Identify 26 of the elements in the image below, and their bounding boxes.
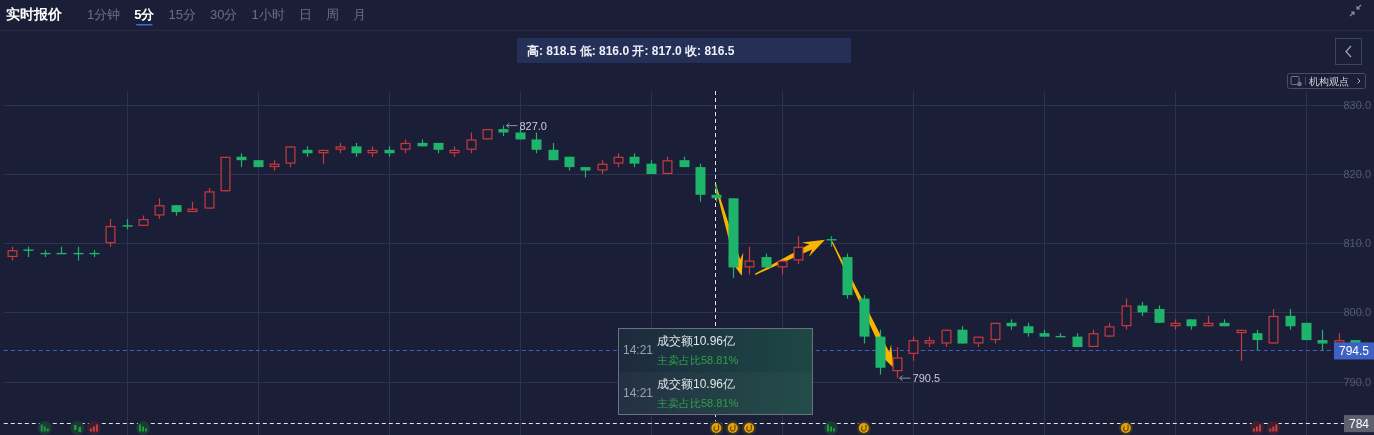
annotation: 790.5: [912, 372, 941, 385]
annotation: 14:21: [623, 385, 654, 400]
annotation: 成交额10.96亿: [657, 376, 736, 391]
chart-title: 实时报价: [6, 6, 63, 22]
annotation: 主卖占比58.81%: [657, 396, 739, 409]
annotation: 主卖占比58.81%: [657, 354, 739, 366]
text: 月: [352, 7, 366, 22]
text: 高: 818.5 低: 816.0 开: 817.0 收: 816.5: [527, 44, 735, 58]
annotation: 成交额10.96亿: [657, 334, 736, 348]
text: 15分: [168, 7, 196, 22]
y-tick-label: 830.0: [1343, 98, 1371, 111]
text: 5分: [134, 7, 156, 22]
text: 机构观点: [1309, 76, 1349, 87]
y-tick-label: 800.0: [1343, 306, 1371, 319]
y-tick-label: 810.0: [1343, 237, 1371, 250]
ref-line-label: 794.5: [1338, 343, 1370, 358]
annotation: 14:21: [623, 343, 654, 357]
y-tick-label: 790.0: [1343, 375, 1371, 388]
text: 日: [298, 7, 312, 22]
text: 30分: [209, 7, 238, 22]
text: 周: [325, 7, 339, 22]
y-tick-label: 820.0: [1343, 168, 1371, 181]
ref-line-label: 784: [1348, 416, 1370, 431]
text: 1分钟: [87, 7, 121, 22]
annotation: 827.0: [519, 119, 547, 132]
text: 1小时: [251, 7, 285, 22]
